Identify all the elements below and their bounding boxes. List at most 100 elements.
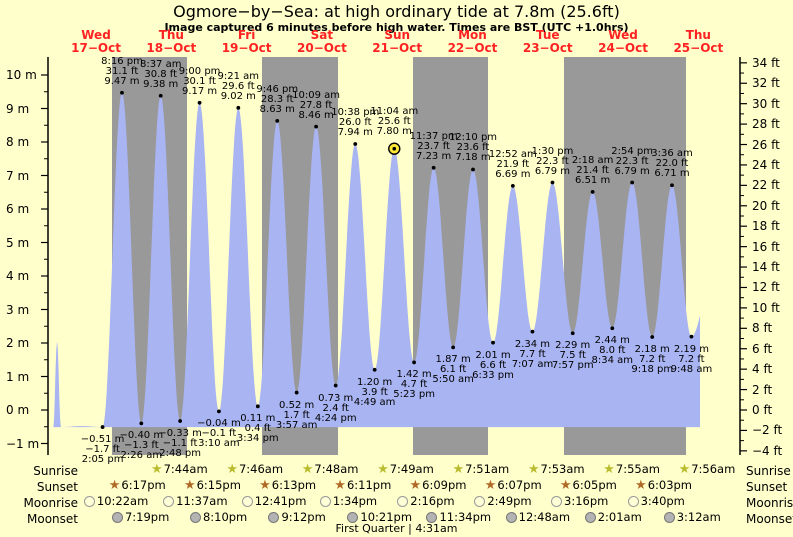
moonrise-entry: 3:40pm bbox=[627, 495, 685, 508]
day-header: Sat 20−Oct bbox=[297, 28, 347, 55]
sunrise-entry: ★ 7:46am bbox=[226, 463, 283, 476]
moonset-entry: 7:19pm bbox=[111, 510, 170, 524]
moonset-time: 11:34pm bbox=[439, 510, 492, 524]
sunrise-time: 7:51am bbox=[465, 462, 510, 476]
low-tide-dot bbox=[412, 360, 416, 365]
sunset-star-icon: ★ bbox=[183, 477, 196, 493]
day-header: Tue 23−Oct bbox=[522, 28, 573, 55]
moonset-time: 2:01am bbox=[597, 510, 642, 524]
right-axis-tick-label: 14 ft bbox=[752, 260, 780, 275]
right-axis-tick-label: 6 ft bbox=[752, 341, 773, 356]
moonrise-icon bbox=[627, 496, 639, 507]
sunrise-time: 7:55am bbox=[615, 462, 660, 476]
right-axis-tick-label: 28 ft bbox=[752, 117, 780, 132]
moonset-time: 7:19pm bbox=[124, 510, 170, 524]
high-tide-dot bbox=[197, 100, 202, 105]
right-axis-tick-label: 2 ft bbox=[752, 382, 773, 397]
high-tide-dot bbox=[590, 190, 595, 194]
right-axis-tick-label: 24 ft bbox=[752, 157, 780, 172]
low-tide-dot bbox=[178, 419, 183, 423]
sunrise-row-label-right: Sunrise bbox=[746, 464, 791, 478]
sunrise-entry: ★ 7:53am bbox=[528, 463, 585, 476]
right-axis-tick-label: 18 ft bbox=[752, 219, 780, 234]
high-tide-label: 9:00 pm 30.1 ft 9.17 m bbox=[178, 65, 221, 97]
moonrise-icon bbox=[83, 496, 95, 507]
moonset-entry: 12:48am bbox=[505, 511, 570, 524]
low-tide-dot bbox=[139, 421, 144, 426]
high-tide-label: 10:09 am 27.8 ft 8.46 m bbox=[292, 89, 341, 121]
moonset-entry: 11:34pm bbox=[426, 511, 491, 524]
moonset-entry: 8:10pm bbox=[189, 510, 248, 524]
high-tide-dot bbox=[630, 180, 635, 185]
sunset-star-icon: ★ bbox=[409, 477, 422, 493]
low-tide-dot bbox=[451, 345, 456, 350]
left-axis-tick-label: 8 m bbox=[6, 135, 30, 149]
right-axis-tick-label: 12 ft bbox=[752, 280, 780, 295]
moonrise-entry: 10:22am bbox=[83, 495, 148, 508]
low-tide-label: 2.29 m 7.5 ft 7:57 pm bbox=[551, 340, 594, 372]
high-tide-dot bbox=[431, 165, 436, 170]
right-axis-tick-label: 16 ft bbox=[752, 239, 780, 254]
high-tide-label: 2:54 pm 22.3 ft 6.79 m bbox=[611, 145, 654, 177]
moonset-row-label-right: Moonset bbox=[746, 512, 793, 526]
low-tide-label: −0.40 m −1.3 ft 2:26 am bbox=[119, 430, 164, 462]
moonset-icon bbox=[347, 512, 359, 523]
left-axis-tick-label: 6 m bbox=[6, 202, 30, 216]
sunset-star-icon: ★ bbox=[259, 477, 271, 493]
left-axis-tick-label: −1 m bbox=[6, 436, 40, 451]
low-tide-dot bbox=[530, 329, 535, 334]
low-tide-dot bbox=[689, 334, 694, 339]
left-axis-tick-label: 2 m bbox=[6, 336, 30, 350]
moonset-icon bbox=[663, 512, 675, 523]
left-axis-tick-label: 0 m bbox=[6, 403, 30, 417]
sunset-time: 6:03pm bbox=[647, 478, 693, 492]
low-tide-label: 2.34 m 7.7 ft 7:07 am bbox=[511, 338, 554, 370]
low-tide-dot bbox=[294, 390, 299, 395]
low-tide-dot bbox=[255, 404, 260, 409]
sunset-time: 6:13pm bbox=[271, 478, 317, 492]
high-tide-dot bbox=[314, 124, 319, 129]
moonrise-entry: 1:34pm bbox=[319, 495, 377, 508]
right-axis-tick-label: 4 ft bbox=[752, 362, 773, 377]
right-axis-tick-label: 34 ft bbox=[752, 55, 780, 70]
low-tide-dot bbox=[491, 340, 495, 345]
sunrise-star-icon: ★ bbox=[527, 461, 540, 477]
moonset-icon bbox=[426, 512, 438, 523]
low-tide-dot bbox=[570, 331, 575, 336]
low-tide-label: 1.20 m 3.9 ft 4:49 am bbox=[353, 376, 396, 408]
low-tide-label: −0.33 m −1.1 ft 2:48 pm bbox=[158, 428, 202, 460]
high-tide-dot bbox=[353, 142, 358, 146]
high-tide-label: 2:18 am 21.4 ft 6.51 m bbox=[571, 154, 614, 186]
sunrise-star-icon: ★ bbox=[226, 461, 238, 477]
moonset-icon bbox=[505, 512, 517, 523]
moonset-icon bbox=[111, 512, 123, 523]
sunset-star-icon: ★ bbox=[484, 477, 497, 493]
moonrise-entry: 3:16pm bbox=[551, 495, 608, 508]
sunrise-time: 7:56am bbox=[691, 462, 736, 476]
sunrise-row-label-left: Sunrise bbox=[33, 464, 78, 478]
high-tide-label: 11:04 am 25.6 ft 7.80 m bbox=[370, 105, 419, 137]
sunset-time: 6:09pm bbox=[422, 478, 467, 492]
high-tide-label: 1:30 pm 22.3 ft 6.79 m bbox=[531, 145, 574, 177]
moon-phase-label: First Quarter | 4:31am bbox=[335, 522, 458, 535]
moonset-row-label-left: Moonset bbox=[27, 512, 78, 526]
moonrise-icon bbox=[241, 496, 253, 507]
sunset-entry: ★ 6:17pm bbox=[109, 479, 166, 492]
sunrise-entry: ★ 7:51am bbox=[452, 463, 509, 476]
day-header: Fri 19−Oct bbox=[221, 28, 272, 55]
left-axis-tick-label: 4 m bbox=[6, 269, 30, 283]
right-axis-tick-label: 30 ft bbox=[752, 96, 780, 111]
day-header: Sun 21−Oct bbox=[372, 28, 423, 55]
sunrise-time: 7:46am bbox=[238, 462, 284, 476]
sunrise-star-icon: ★ bbox=[150, 461, 163, 477]
sunset-entry: ★ 6:09pm bbox=[409, 479, 466, 492]
high-tide-dot bbox=[670, 183, 674, 188]
moonset-icon bbox=[189, 512, 201, 523]
low-tide-label: 0.73 m 2.4 ft 4:24 pm bbox=[314, 392, 357, 424]
moonset-time: 8:10pm bbox=[202, 510, 248, 524]
sunset-row-label-left: Sunset bbox=[36, 480, 78, 494]
left-axis-tick-label: 3 m bbox=[6, 302, 30, 317]
sunset-time: 6:17pm bbox=[121, 478, 166, 492]
left-axis-tick-label: 5 m bbox=[6, 235, 30, 250]
low-tide-label: 2.44 m 8.0 ft 8:34 am bbox=[591, 335, 634, 367]
